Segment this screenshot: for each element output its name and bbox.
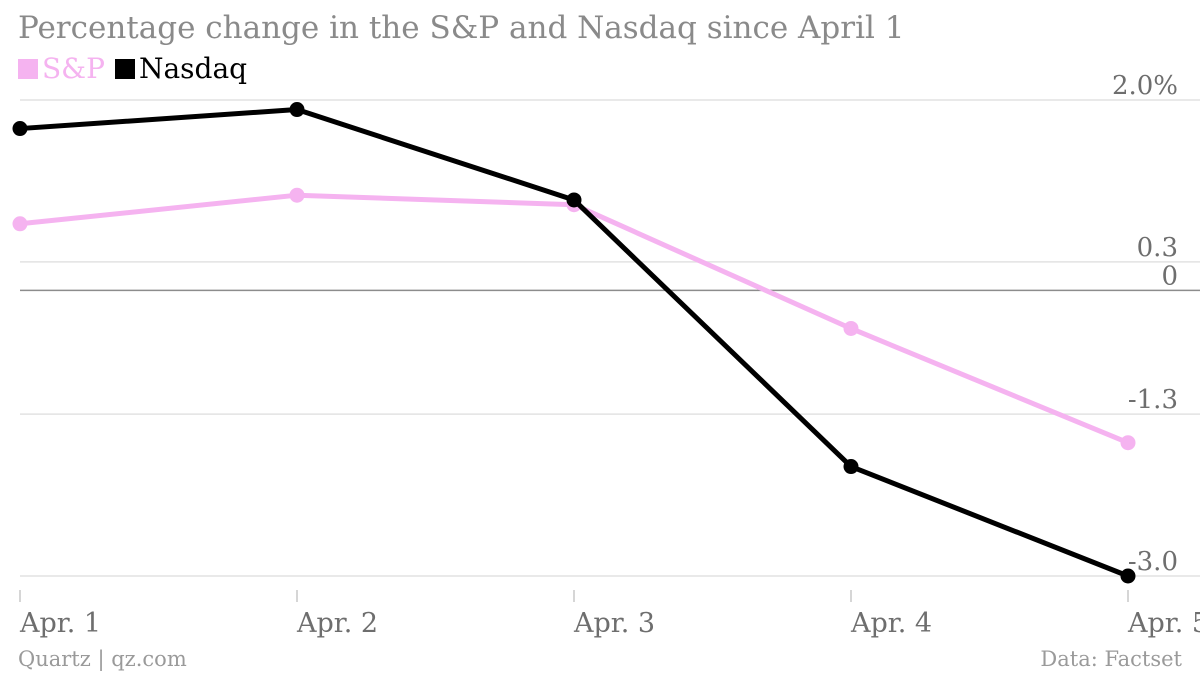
series-line-nasdaq — [17, 107, 1131, 579]
x-tick-label: Apr. 4 — [850, 608, 932, 639]
legend-item-nasdaq: Nasdaq — [114, 52, 248, 85]
legend-item-sp: S&P — [18, 52, 105, 85]
y-tick-label: 2.0% — [1112, 71, 1178, 101]
chart-title: Percentage change in the S&P and Nasdaq … — [18, 10, 905, 46]
y-tick-label: -1.3 — [1128, 385, 1178, 415]
x-tick-label: Apr. 3 — [573, 608, 655, 639]
chart-legend: S&P Nasdaq — [18, 52, 247, 85]
source-credit: Quartz | qz.com — [18, 647, 187, 671]
data-point-nasdaq — [12, 121, 28, 137]
data-point-nasdaq — [566, 192, 582, 208]
data-point-nasdaq — [843, 459, 859, 475]
data-point-nasdaq — [289, 102, 305, 118]
data-point-sp — [289, 187, 305, 203]
data-point-sp — [843, 320, 859, 336]
data-point-nasdaq — [1120, 568, 1136, 584]
legend-swatch-nasdaq — [114, 58, 135, 79]
x-tick-label: Apr. 5 — [1127, 608, 1200, 639]
y-tick-label: -3.0 — [1128, 547, 1178, 577]
legend-swatch-sp — [18, 58, 38, 79]
data-point-sp — [1120, 435, 1136, 451]
x-tick-label: Apr. 2 — [296, 608, 378, 639]
data-source: Data: Factset — [1040, 647, 1182, 671]
legend-label-nasdaq: Nasdaq — [138, 52, 248, 85]
y-tick-label: 0.3 — [1137, 233, 1178, 263]
x-tick-label: Apr. 1 — [19, 608, 101, 639]
data-point-sp — [12, 216, 28, 232]
legend-label-sp: S&P — [42, 52, 105, 85]
y-tick-label: 0 — [1161, 261, 1178, 291]
series-line-sp — [17, 192, 1131, 446]
